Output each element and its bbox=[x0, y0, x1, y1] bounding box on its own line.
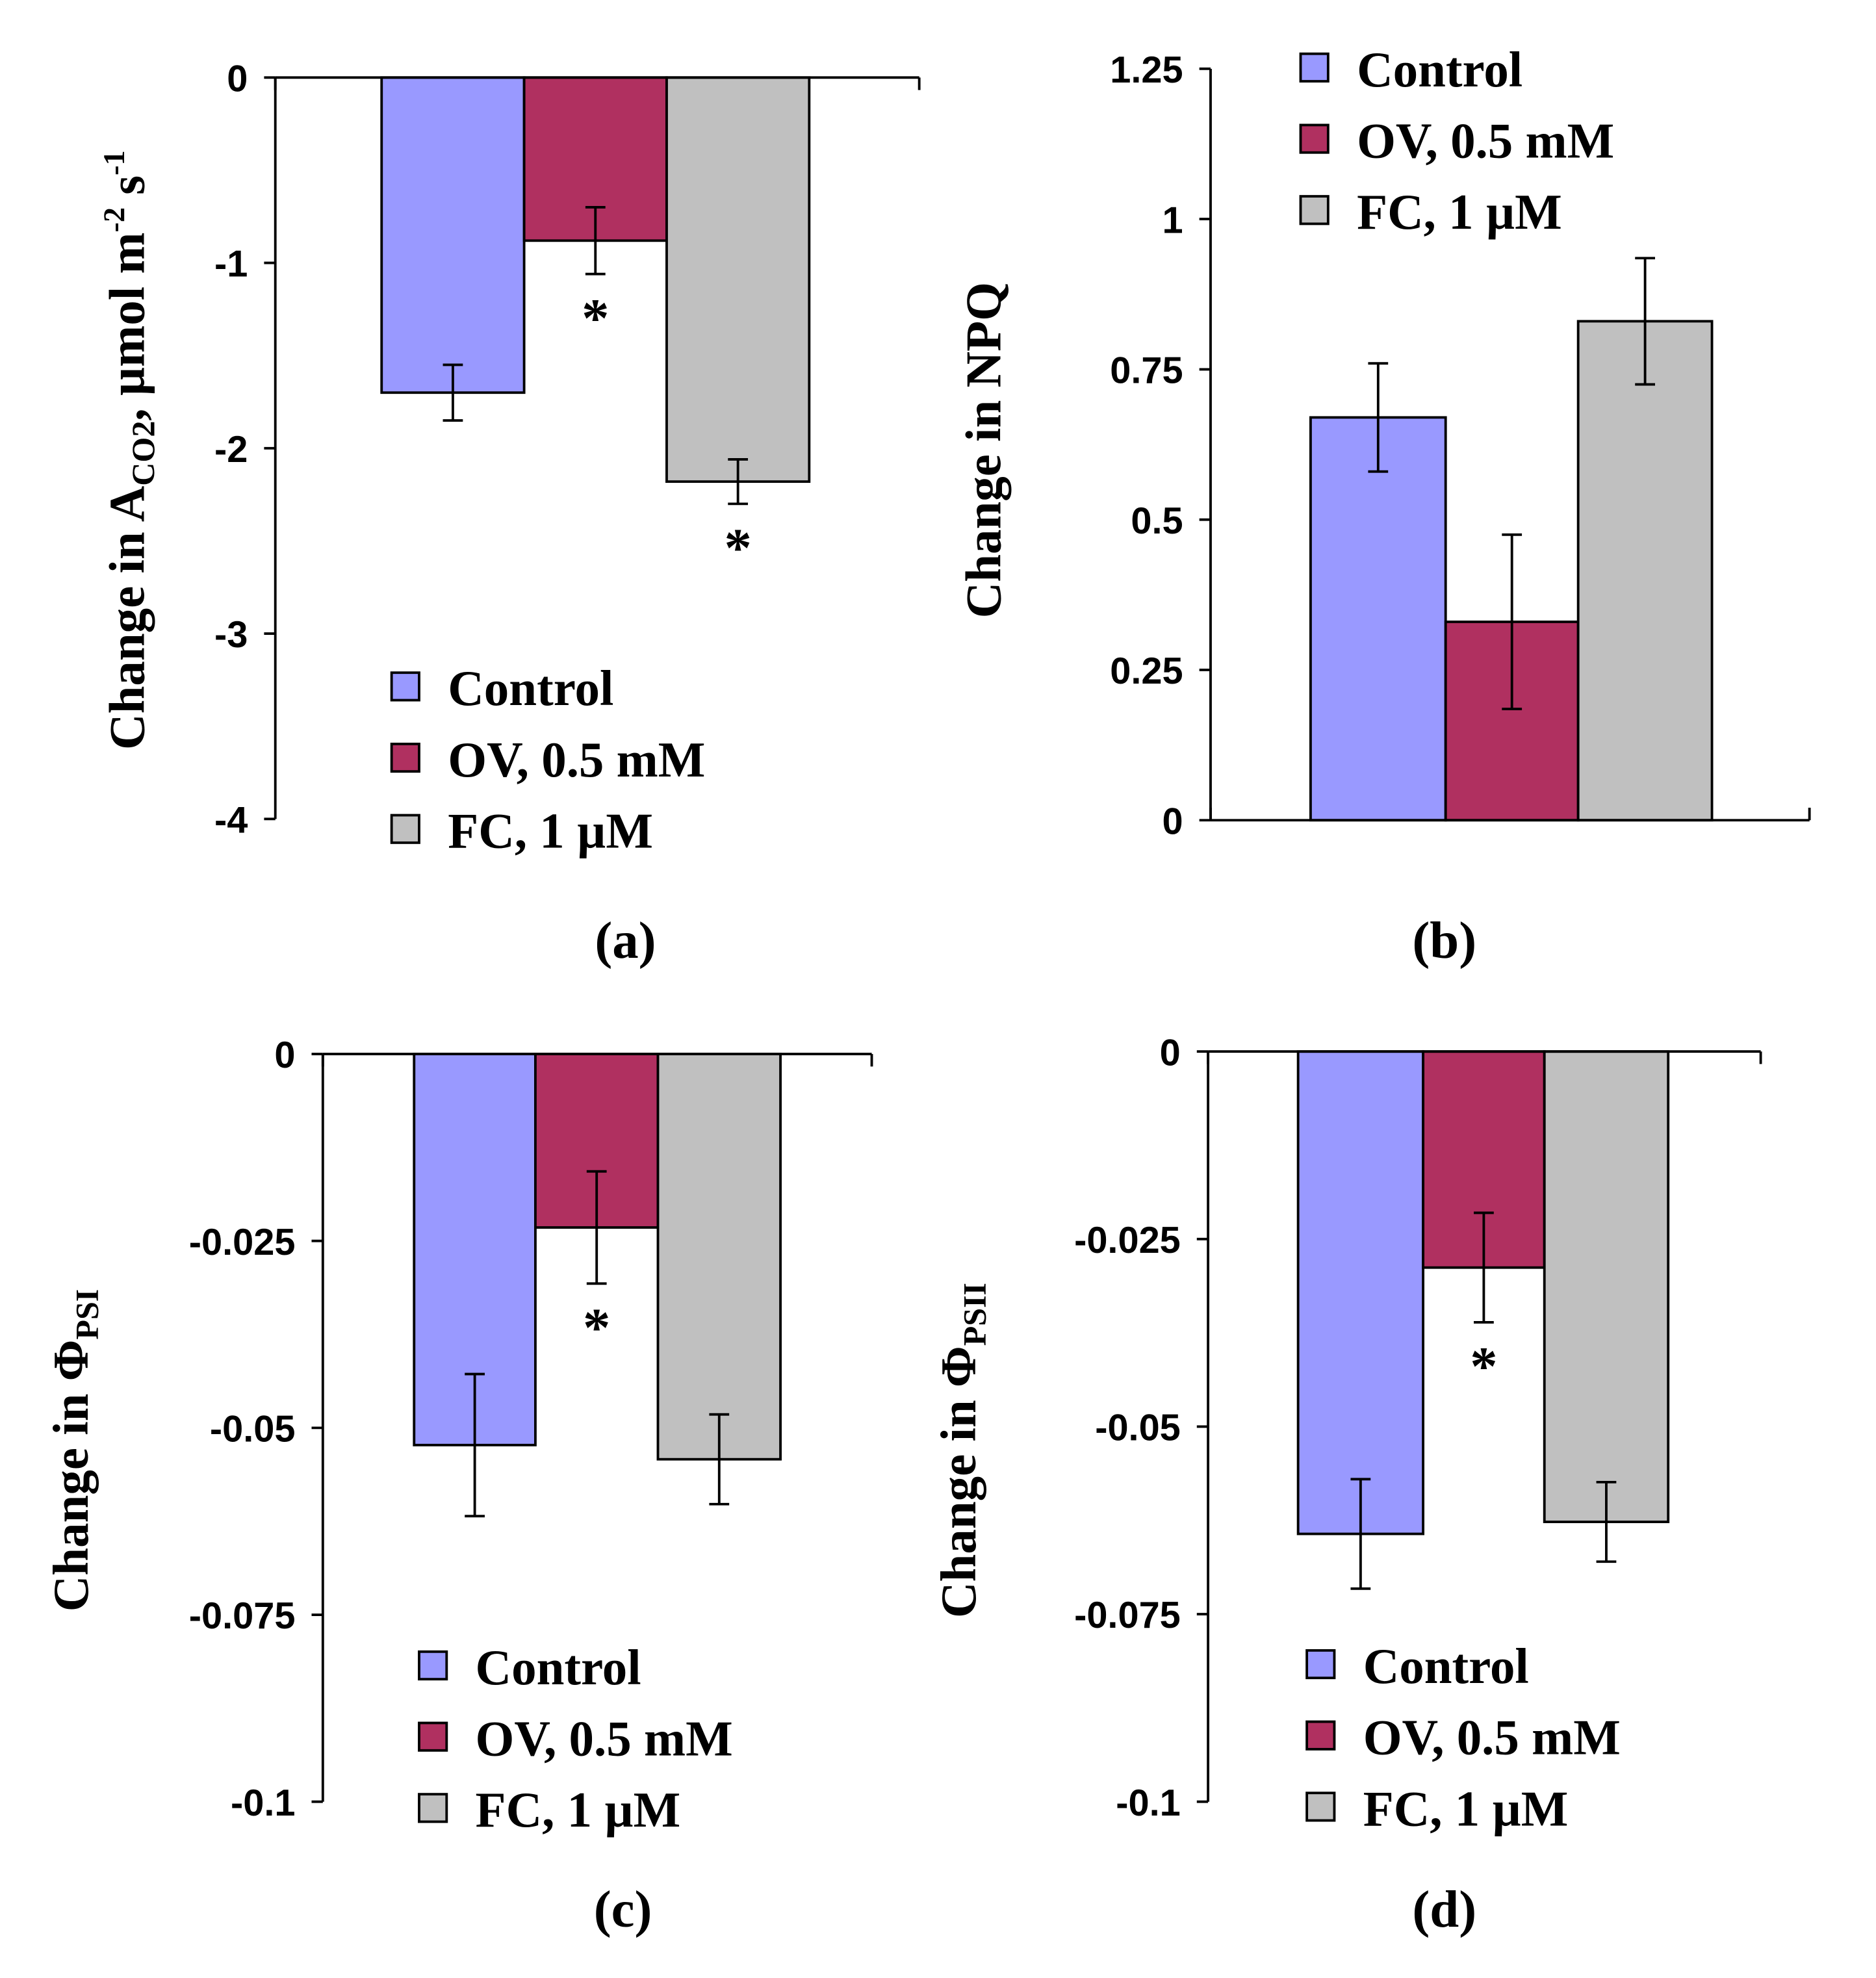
y-tick-label: -0.025 bbox=[189, 1222, 296, 1263]
y-tick-label: 0 bbox=[1163, 801, 1183, 842]
y-tick-label: 0.25 bbox=[1110, 650, 1183, 692]
legend-swatch-control bbox=[1305, 1649, 1336, 1680]
y-axis-label-part: , µmol m bbox=[99, 233, 155, 421]
y-tick-label: -0.05 bbox=[1095, 1407, 1181, 1449]
bar-control bbox=[380, 76, 526, 394]
legend-swatch-ov bbox=[1299, 123, 1330, 154]
y-tick-label: 1 bbox=[1163, 199, 1183, 241]
error-bar-fc bbox=[709, 1413, 730, 1506]
y-tick-label: -4 bbox=[214, 799, 248, 841]
y-axis-label-part: Change in Φ bbox=[43, 1340, 99, 1612]
legend-swatch-control bbox=[418, 1650, 448, 1681]
panel-label: (a) bbox=[595, 912, 656, 970]
error-bar-control bbox=[1350, 1478, 1371, 1590]
error-bar-ov bbox=[1473, 1211, 1494, 1324]
y-axis-label-part: PSI bbox=[68, 1289, 105, 1340]
y-tick-label: 0.5 bbox=[1131, 500, 1183, 542]
legend-label-fc: FC, 1 µM bbox=[1363, 1780, 1569, 1836]
legend-label-ov: OV, 0.5 mM bbox=[476, 1711, 733, 1767]
y-tick-label: -3 bbox=[214, 614, 248, 656]
legend: Control OV, 0.5 mM FC, 1 µM bbox=[418, 1639, 733, 1838]
legend: Control OV, 0.5 mM FC, 1 µM bbox=[1299, 42, 1614, 240]
legend-label-ov: OV, 0.5 mM bbox=[1357, 112, 1614, 168]
y-tick-label: -0.025 bbox=[1074, 1220, 1181, 1261]
error-bar-ov bbox=[1502, 533, 1523, 711]
panel-b: 1.25 1 0.75 0.5 0.25 0 Change in NPQ Control OV,… bbox=[956, 42, 1811, 970]
y-axis-label-part: s bbox=[99, 175, 155, 207]
legend-label-ov: OV, 0.5 mM bbox=[448, 732, 705, 788]
y-axis-label-part: Change in Φ bbox=[931, 1346, 986, 1618]
legend: Control OV, 0.5 mM FC, 1 µM bbox=[1305, 1638, 1621, 1836]
significance-marker: * bbox=[1470, 1337, 1497, 1397]
y-tick-label: -0.075 bbox=[189, 1595, 296, 1637]
y-axis-label: Change in NPQ bbox=[956, 282, 1012, 618]
error-bar-control bbox=[465, 1372, 485, 1518]
significance-marker: * bbox=[582, 289, 609, 349]
legend-label-fc: FC, 1 µM bbox=[1357, 184, 1562, 240]
panel-c: * 0 -0.025 -0.05 -0.075 -0.1 Change in ΦPSI Con… bbox=[43, 1034, 873, 1938]
bar-fc bbox=[1576, 320, 1714, 822]
significance-marker: * bbox=[724, 519, 751, 579]
y-tick-label: 0 bbox=[1160, 1032, 1181, 1073]
legend: Control OV, 0.5 mM FC, 1 µM bbox=[390, 660, 705, 859]
legend-swatch-control bbox=[1299, 52, 1330, 83]
significance-marker: * bbox=[583, 1298, 610, 1359]
y-axis-label-part: CO2 bbox=[125, 421, 161, 486]
legend-swatch-fc bbox=[390, 814, 420, 844]
error-bar-fc bbox=[1596, 1480, 1617, 1563]
y-tick-label: -0.075 bbox=[1074, 1595, 1181, 1636]
y-tick-label: -2 bbox=[214, 429, 248, 470]
y-tick-label: 0 bbox=[227, 58, 248, 99]
panel-d: * 0 -0.025 -0.05 -0.075 -0.1 Change in ΦPSII Co… bbox=[931, 1032, 1762, 1938]
legend-swatch-ov bbox=[390, 742, 420, 773]
legend-label-control: Control bbox=[1363, 1638, 1529, 1694]
panel-label: (d) bbox=[1412, 1881, 1476, 1938]
legend-swatch-fc bbox=[1299, 195, 1330, 225]
y-tick-label: 0.75 bbox=[1110, 350, 1183, 392]
legend-swatch-fc bbox=[418, 1793, 448, 1823]
error-bar-ov bbox=[585, 206, 606, 276]
bar-fc bbox=[665, 76, 811, 483]
y-axis-label: Change in ΦPSI bbox=[43, 1289, 105, 1612]
legend-swatch-fc bbox=[1305, 1792, 1336, 1822]
legend-label-fc: FC, 1 µM bbox=[448, 803, 653, 859]
error-bar-fc bbox=[728, 457, 749, 506]
legend-label-control: Control bbox=[448, 660, 613, 716]
y-tick-label: 1.25 bbox=[1110, 49, 1183, 91]
legend-label-control: Control bbox=[1357, 42, 1523, 97]
y-axis-label: Change in ACO2, µmol m-2 s-1 bbox=[97, 150, 161, 750]
bar-fc bbox=[1543, 1050, 1670, 1523]
bar-fc bbox=[656, 1053, 782, 1461]
y-axis-label: Change in ΦPSII bbox=[931, 1283, 992, 1618]
y-tick-label: -0.1 bbox=[231, 1782, 295, 1824]
legend-swatch-ov bbox=[1305, 1720, 1336, 1751]
y-axis-label-part: -1 bbox=[97, 150, 131, 175]
panel-label: (c) bbox=[594, 1881, 652, 1938]
bar-control bbox=[1309, 416, 1447, 822]
legend-swatch-control bbox=[390, 671, 420, 702]
y-tick-label: -0.05 bbox=[210, 1409, 296, 1450]
error-bar-ov bbox=[586, 1170, 607, 1285]
y-axis-label-part: Change in NPQ bbox=[956, 282, 1012, 618]
panel-label: (b) bbox=[1412, 912, 1476, 970]
error-bar-control bbox=[1368, 362, 1389, 473]
error-bar-fc bbox=[1635, 257, 1655, 386]
y-axis-label-part: Change in A bbox=[99, 485, 155, 750]
legend-swatch-ov bbox=[418, 1721, 448, 1752]
legend-label-ov: OV, 0.5 mM bbox=[1363, 1710, 1621, 1766]
bar-control bbox=[1296, 1050, 1424, 1535]
y-tick-label: -0.1 bbox=[1116, 1782, 1180, 1824]
error-bar-control bbox=[443, 363, 463, 422]
y-tick-label: -1 bbox=[214, 244, 248, 285]
y-axis-label-part: -2 bbox=[97, 207, 131, 232]
y-tick-label: 0 bbox=[274, 1034, 295, 1076]
legend-label-control: Control bbox=[476, 1639, 641, 1695]
legend-label-fc: FC, 1 µM bbox=[476, 1782, 681, 1838]
y-axis-label-part: PSII bbox=[957, 1283, 993, 1346]
